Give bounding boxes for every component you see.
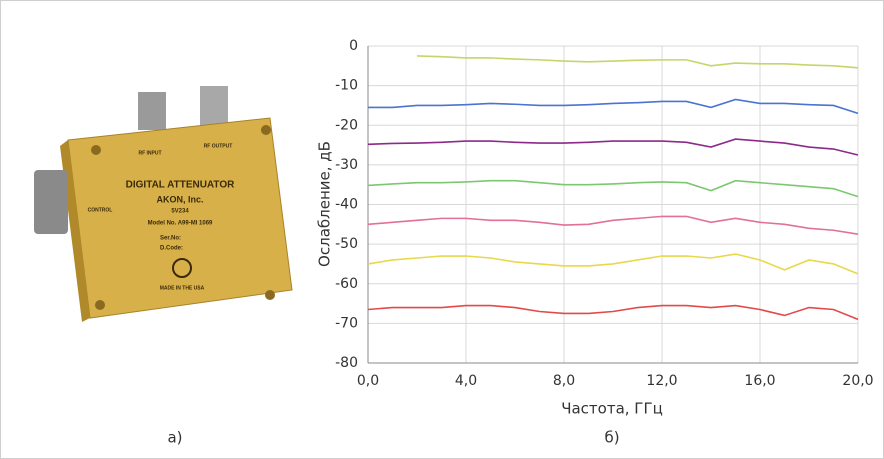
x-tick-label: 20,0: [842, 373, 873, 389]
screw: [91, 145, 101, 155]
series-line: [367, 304, 859, 321]
y-tick-label: -70: [335, 315, 358, 331]
photo-label: 5V234: [171, 209, 189, 215]
caption: а): [167, 429, 182, 447]
x-tick-label: 8,0: [553, 373, 575, 389]
screw: [261, 125, 271, 135]
y-tick-label: -60: [335, 276, 358, 292]
connector: [200, 86, 228, 128]
d-sub: [34, 170, 68, 234]
y-axis-label: Ослабление, дБ: [316, 141, 334, 267]
photo-label: DIGITAL ATTENUATOR: [126, 180, 235, 191]
photo-label: AKON, Inc.: [156, 194, 203, 204]
x-tick-label: 16,0: [744, 373, 775, 389]
photo-label: MADE IN THE USA: [160, 285, 205, 291]
x-tick-label: 0,0: [357, 373, 379, 389]
series-line: [367, 138, 859, 156]
photo-label: Ser.No:: [160, 236, 181, 242]
screw: [95, 300, 105, 310]
photo-label: RF OUTPUT: [204, 143, 233, 149]
photo-label: D.Code:: [160, 246, 183, 252]
connector: [138, 92, 166, 130]
series-line: [367, 253, 859, 275]
x-tick-label: 12,0: [646, 373, 677, 389]
x-tick-label: 4,0: [455, 373, 477, 389]
logo: [172, 258, 192, 278]
y-tick-label: 0: [349, 38, 358, 54]
photo: RF INPUT RF OUTPUT DIGITAL ATTENUATOR AK…: [34, 86, 293, 322]
y-tick-label: -30: [335, 157, 358, 173]
series-line: [368, 98, 859, 115]
photo-label: Model No. A99-MI 1069: [148, 221, 213, 227]
y-tick-label: -20: [335, 117, 358, 133]
y-tick-label: -80: [335, 355, 358, 371]
caption: б): [604, 429, 619, 447]
y-tick-label: -10: [335, 78, 358, 94]
photo-label: CONTROL: [88, 207, 113, 213]
y-tick-label: -50: [335, 236, 358, 252]
photo-label: RF INPUT: [138, 150, 161, 156]
y-tick-label: -40: [335, 197, 358, 213]
screw: [265, 290, 275, 300]
x-axis-label: Частота, ГГц: [561, 400, 663, 418]
series-line: [367, 215, 859, 236]
series-line: [367, 179, 859, 198]
series-line: [416, 55, 859, 69]
